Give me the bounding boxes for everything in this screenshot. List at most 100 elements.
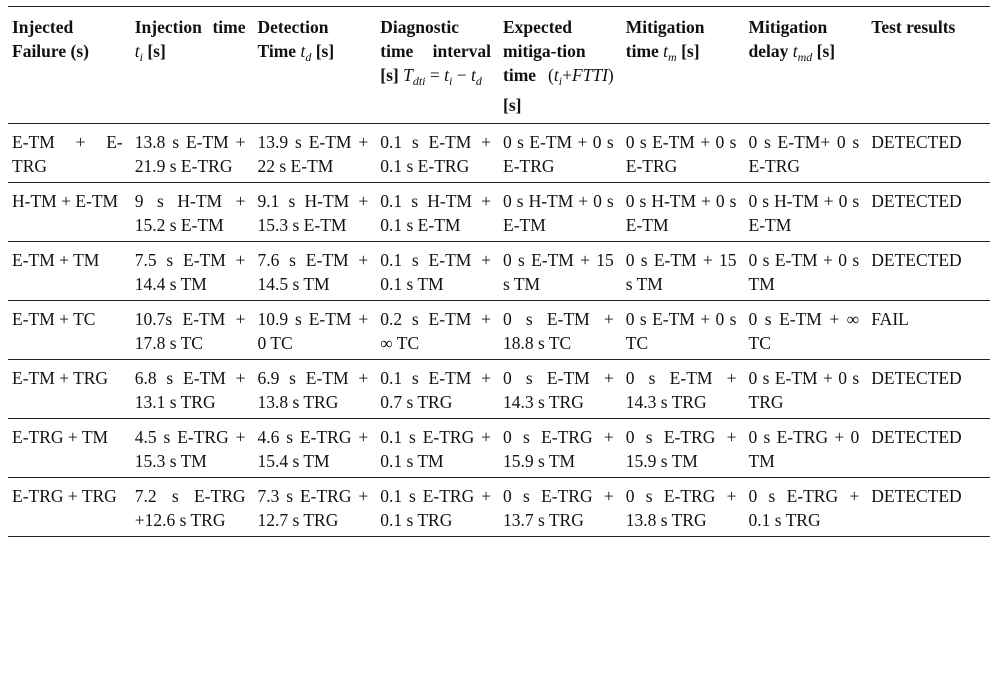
table-cell: 13.8 s E-TM + 21.9 s E-TRG — [134, 132, 246, 176]
table-cell: E-TRG + TRG — [12, 486, 117, 506]
table-cell: 0.1 s E-TRG + 0.1 s TRG — [380, 486, 491, 530]
header-text: dti — [412, 74, 426, 88]
table-cell: 0 s E-TM + 18.8 s TC — [503, 309, 614, 353]
header-text: = — [425, 65, 445, 85]
header-text: − — [452, 65, 471, 85]
table-row: E-TM + TRG 6.8 s E-TM + 13.1 s TRG 6.9 s E… — [8, 360, 990, 419]
table-cell: 0.1 s E-TM + 0.7 s TRG — [380, 368, 491, 412]
table-row: E-TM + TC 10.7s E-TM + 17.8 s TC 10.9 s E-… — [8, 301, 990, 360]
table-cell: 0.1 s E-TM + 0.1 s E-TRG — [380, 132, 491, 176]
table-cell: 7.2 s E-TRG +12.6 s TRG — [134, 486, 246, 530]
table-cell: DETECTED — [871, 486, 962, 506]
header-text: t — [470, 65, 476, 85]
header-text: + — [562, 65, 572, 85]
header-text: d — [475, 74, 482, 88]
header-text: m — [668, 50, 677, 64]
table-cell: 13.9 s E-TM + 22 s E-TM — [257, 132, 369, 176]
table-cell: 4.6 s E-TRG + 15.4 s TM — [257, 427, 369, 471]
table-cell: E-TM + TC — [12, 309, 96, 329]
header-cell: Test results — [867, 7, 990, 124]
table-row: E-TRG + TM 4.5 s E-TRG + 15.3 s TM 4.6 s E… — [8, 419, 990, 478]
table-cell: 0 s E-TM + 15 s TM — [503, 250, 614, 294]
table-cell: 0 s E-TM + ∞ TC — [748, 309, 860, 353]
table-cell: 7.6 s E-TM + 14.5 s TM — [257, 250, 369, 294]
table-cell: DETECTED — [871, 132, 962, 152]
header-text: T — [403, 65, 413, 85]
header-text: t — [134, 41, 140, 61]
header-text: i — [449, 74, 453, 88]
table-cell: 9 s H-TM + 15.2 s E-TM — [134, 191, 246, 235]
header-text: t — [663, 41, 669, 61]
header-text: Mitigation delay — [748, 17, 828, 61]
table-cell: 0 s E-TM + 0 s TRG — [748, 368, 860, 412]
header-text: Diagnostic time interval [s] — [380, 17, 491, 85]
header-text: [s] — [311, 41, 335, 61]
table-row: E-TM + E-TRG 13.8 s E-TM + 21.9 s E-TRG 13… — [8, 124, 990, 183]
table-cell: 0 s H-TM + 0 s E-TM — [748, 191, 860, 235]
table-cell: 0 s H-TM + 0 s E-TM — [625, 191, 737, 235]
header-cell: Diagnostic time interval [s] Tdti = ti −… — [376, 7, 499, 124]
table-cell: H-TM + E-TM — [12, 191, 119, 211]
header-text: Expected mitiga-tion time — [503, 17, 586, 85]
header-text: FTTI — [571, 65, 608, 85]
header-text: ( — [548, 65, 554, 85]
header-text: t — [300, 41, 306, 61]
table-cell: 0 s E-TM + 14.3 s TRG — [503, 368, 614, 412]
table-cell: 0 s E-TRG + 15.9 s TM — [625, 427, 737, 471]
header-cell: Mitigation time tm [s] — [622, 7, 745, 124]
table-row: H-TM + E-TM 9 s H-TM + 15.2 s E-TM 9.1 s H… — [8, 183, 990, 242]
table-cell: 4.5 s E-TRG + 15.3 s TM — [134, 427, 246, 471]
table-cell: DETECTED — [871, 368, 962, 388]
results-table: Injected Failure (s) Injection time ti [s… — [8, 6, 990, 537]
table-cell: E-TRG + TM — [12, 427, 109, 447]
header-text: md — [797, 50, 813, 64]
table-cell: E-TM + TRG — [12, 368, 109, 388]
table-cell: 0.2 s E-TM + ∞ TC — [380, 309, 491, 353]
header-text: Test results — [871, 17, 956, 37]
table-body: E-TM + E-TRG 13.8 s E-TM + 21.9 s E-TRG 13… — [8, 124, 990, 537]
header-text: i — [558, 74, 563, 88]
header-cell: Expected mitiga-tion time (ti+FTTI) [s] — [499, 7, 622, 124]
table-cell: E-TM + TM — [12, 250, 100, 270]
header-text: ) — [607, 65, 614, 85]
table-row: E-TRG + TRG 7.2 s E-TRG +12.6 s TRG 7.3 s … — [8, 478, 990, 537]
table-cell: 0.1 s E-TM + 0.1 s TM — [380, 250, 491, 294]
header-cell: Injection time ti [s] — [131, 7, 254, 124]
header-text: [s] — [142, 41, 166, 61]
table-cell: 0 s E-TM + 0 s TM — [748, 250, 860, 294]
header-cell: Injected Failure (s) — [8, 7, 131, 124]
table-cell: 0 s H-TM + 0 s E-TM — [503, 191, 614, 235]
header-text: d — [305, 50, 312, 64]
table-cell: DETECTED — [871, 250, 962, 270]
table-cell: FAIL — [871, 309, 909, 329]
table-cell: 7.5 s E-TM + 14.4 s TM — [134, 250, 246, 294]
table-cell: 0 s E-TRG + 0.1 s TRG — [748, 486, 860, 530]
table-cell: DETECTED — [871, 427, 962, 447]
table-cell: 6.8 s E-TM + 13.1 s TRG — [134, 368, 246, 412]
table-cell: 0 s E-TM + 14.3 s TRG — [625, 368, 737, 412]
table-cell: 7.3 s E-TRG + 12.7 s TRG — [257, 486, 369, 530]
table-cell: E-TM + E-TRG — [12, 132, 123, 176]
header-text: t — [553, 65, 559, 85]
table-cell: 0 s E-TRG + 15.9 s TM — [503, 427, 614, 471]
table-cell: 0 s E-TM + 0 s TC — [625, 309, 737, 353]
header-text: Mitigation time — [625, 17, 705, 61]
table-cell: 0.1 s E-TRG + 0.1 s TM — [380, 427, 491, 471]
table-cell: 6.9 s E-TM + 13.8 s TRG — [257, 368, 369, 412]
table-cell: 0 s E-TRG + 13.7 s TRG — [503, 486, 614, 530]
header-text: [s] — [812, 41, 836, 61]
header-cell: Detection Time td [s] — [254, 7, 377, 124]
header-text: Injected Failure (s) — [12, 17, 89, 61]
header-text: t — [792, 41, 798, 61]
header-cell: Mitigation delay tmd [s] — [745, 7, 868, 124]
table-cell: 0 s E-TM + 0 s E-TRG — [625, 132, 737, 176]
table-row: E-TM + TM 7.5 s E-TM + 14.4 s TM 7.6 s E-T… — [8, 242, 990, 301]
header-text: [s] — [503, 95, 522, 115]
header-text: t — [444, 65, 449, 85]
table-cell: 0.1 s H-TM + 0.1 s E-TM — [380, 191, 491, 235]
table-cell: 0 s E-TM + 0 s E-TRG — [503, 132, 614, 176]
table-cell: 0 s E-TM + 15 s TM — [625, 250, 737, 294]
table-cell: DETECTED — [871, 191, 962, 211]
header-text: Detection Time — [257, 17, 329, 61]
